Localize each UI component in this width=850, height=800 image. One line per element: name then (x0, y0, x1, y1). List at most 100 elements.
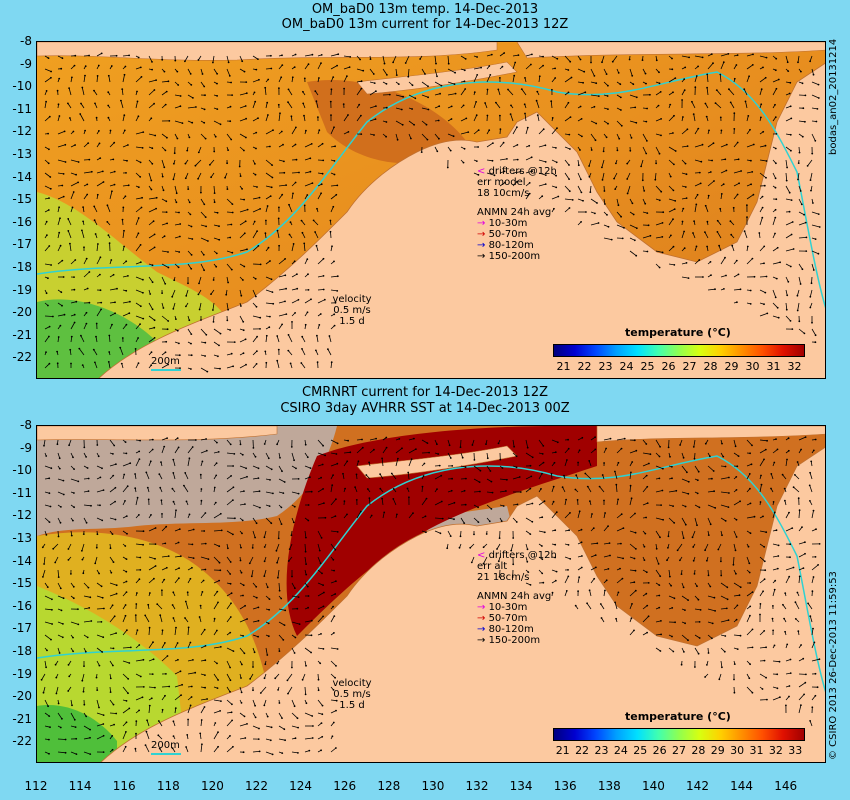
current-arrow (613, 172, 618, 179)
current-arrowhead (753, 515, 756, 518)
current-arrowhead (194, 164, 197, 167)
current-arrow (408, 512, 414, 519)
bottom-colorbar-title: temperature (°C) (625, 710, 731, 723)
current-arrow (551, 127, 558, 135)
current-arrow (510, 113, 514, 122)
current-arrow (70, 478, 79, 482)
current-arrowhead (641, 59, 644, 61)
current-arrowhead (806, 165, 809, 167)
current-arrowhead (603, 462, 605, 464)
current-arrow (785, 159, 788, 168)
current-arrowhead (497, 442, 500, 445)
current-arrowhead (67, 102, 69, 105)
current-arrowhead (200, 488, 203, 490)
current-arrowhead (165, 673, 167, 675)
current-arrowhead (138, 709, 140, 712)
current-arrowhead (164, 542, 167, 545)
current-arrowhead (46, 234, 48, 237)
current-arrowhead (60, 67, 63, 70)
current-arrowhead (792, 248, 795, 250)
current-arrow (629, 450, 637, 454)
current-arrow (148, 89, 155, 96)
current-arrowhead (777, 316, 780, 319)
current-arrowhead (74, 144, 76, 146)
current-arrow (226, 530, 234, 535)
current-arrowhead (58, 467, 61, 470)
current-arrowhead (569, 116, 572, 118)
current-arrow (590, 567, 597, 571)
current-arrowhead (554, 529, 557, 532)
current-arrowhead (541, 453, 544, 455)
current-arrowhead (604, 203, 606, 205)
current-arrowhead (740, 170, 742, 172)
current-arrowhead (748, 75, 750, 78)
current-arrow (161, 686, 170, 688)
current-arrow (70, 182, 79, 187)
current-arrow (421, 133, 428, 140)
current-arrow (304, 157, 311, 161)
current-arrowhead (774, 177, 777, 180)
current-arrowhead (194, 439, 197, 441)
current-arrowhead (361, 446, 364, 449)
current-arrowhead (257, 606, 260, 609)
current-arrow (44, 172, 51, 178)
current-arrowhead (661, 489, 664, 492)
current-arrow (174, 642, 178, 649)
current-arrowhead (672, 132, 674, 134)
current-arrow (44, 315, 53, 317)
current-arrow (44, 608, 52, 611)
current-arrowhead (58, 115, 61, 117)
current-arrowhead (798, 509, 801, 512)
current-arrowhead (178, 567, 181, 569)
bottom-drifters-label: drifters @12h (488, 550, 557, 561)
current-arrow (807, 603, 813, 610)
current-arrowhead (126, 159, 128, 162)
current-arrow (213, 328, 221, 334)
current-arrowhead (737, 273, 740, 276)
current-arrowhead (719, 116, 722, 119)
current-arrowhead (268, 505, 271, 507)
current-arrow (239, 105, 246, 109)
current-arrowhead (252, 666, 254, 668)
current-arrowhead (77, 480, 80, 483)
current-arrowhead (419, 58, 421, 60)
current-arrow (135, 497, 138, 506)
current-arrowhead (629, 149, 632, 152)
current-arrowhead (243, 490, 245, 492)
current-arrowhead (129, 462, 132, 465)
current-arrowhead (218, 238, 221, 241)
current-arrowhead (674, 77, 677, 79)
current-arrowhead (161, 292, 163, 294)
current-arrowhead (580, 528, 583, 531)
current-arrowhead (381, 497, 383, 500)
current-arrowhead (733, 128, 736, 130)
current-arrow (434, 530, 441, 534)
current-arrow (746, 615, 751, 623)
current-arrowhead (111, 748, 114, 751)
current-arrowhead (512, 537, 515, 539)
current-arrow (252, 751, 260, 753)
current-arrow (772, 289, 777, 298)
current-arrow (44, 185, 51, 190)
current-arrowhead (318, 549, 321, 552)
colorbar-tick: 32 (787, 360, 802, 373)
lon-tick: 120 (200, 779, 224, 793)
current-arrowhead (71, 206, 74, 209)
current-arrowhead (201, 743, 203, 746)
current-arrowhead (763, 245, 766, 248)
current-arrowhead (465, 117, 468, 120)
current-arrow (174, 555, 181, 558)
current-arrowhead (536, 90, 539, 93)
current-arrowhead (124, 604, 127, 606)
current-arrowhead (204, 341, 207, 344)
current-arrowhead (611, 60, 614, 63)
current-arrowhead (776, 246, 779, 249)
current-arrow (93, 349, 98, 356)
current-arrowhead (296, 717, 299, 720)
current-arrowhead (685, 173, 688, 176)
current-arrowhead (203, 108, 206, 111)
current-arrow (759, 591, 764, 597)
current-arrowhead (761, 195, 764, 198)
current-arrowhead (74, 259, 77, 261)
current-arrow (135, 696, 143, 701)
